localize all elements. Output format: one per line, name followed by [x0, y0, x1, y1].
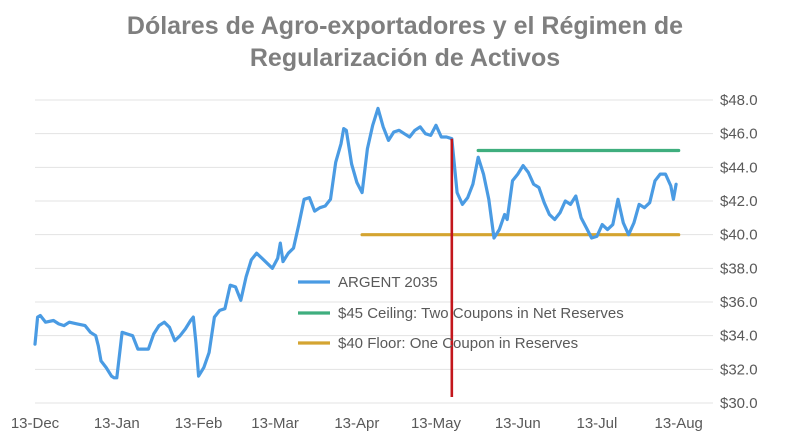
series-layer	[33, 106, 681, 380]
x-tick-label: 13-Jun	[495, 415, 541, 432]
y-tick-label: $48.0	[720, 92, 758, 109]
chart-title-line-2: Regularización de Activos	[249, 44, 561, 72]
chart-title: Dólares de Agro-exportadores y el Régime…	[0, 10, 800, 74]
y-tick-label: $44.0	[720, 159, 758, 176]
y-tick-label: $30.0	[720, 395, 758, 412]
y-tick-label: $38.0	[720, 260, 758, 277]
y-tick-label: $36.0	[720, 294, 758, 311]
legend-label-40-floor-one-coupon-in-reserves: $40 Floor: One Coupon in Reserves	[338, 335, 578, 352]
y-tick-label: $40.0	[720, 227, 758, 244]
x-tick-label: 13-Apr	[334, 415, 379, 432]
x-tick-label: 13-Dec	[11, 415, 60, 432]
y-tick-label: $46.0	[720, 126, 758, 143]
x-tick-label: 13-May	[411, 415, 462, 432]
x-axis-ticks: 13-Dec 13-Jan 13-Feb 13-Mar 13-Apr 13-May 13-J…	[11, 415, 703, 432]
series-line-argent-2035	[33, 106, 678, 380]
x-tick-label: 13-Jan	[94, 415, 140, 432]
y-tick-label: $34.0	[720, 328, 758, 345]
y-axis-ticks: $48.0 $46.0 $44.0 $42.0 $40.0 $38.0 $36.0 $34.0…	[720, 92, 758, 412]
x-tick-label: 13-Mar	[251, 415, 299, 432]
x-tick-label: 13-Feb	[175, 415, 223, 432]
legend: ARGENT 2035 $45 Ceiling: Two Coupons in N…	[298, 274, 624, 352]
x-tick-label: 13-Jul	[576, 415, 617, 432]
y-tick-label: $42.0	[720, 193, 758, 210]
legend-label-45-ceiling-two-coupons-in-net-reserves: $45 Ceiling: Two Coupons in Net Reserves	[338, 305, 624, 322]
x-tick-label: 13-Aug	[655, 415, 703, 432]
chart-title-line-1: Dólares de Agro-exportadores y el Régime…	[126, 12, 684, 40]
y-tick-label: $32.0	[720, 361, 758, 378]
gridlines	[35, 99, 713, 404]
legend-label-argent-2035: ARGENT 2035	[338, 274, 438, 291]
